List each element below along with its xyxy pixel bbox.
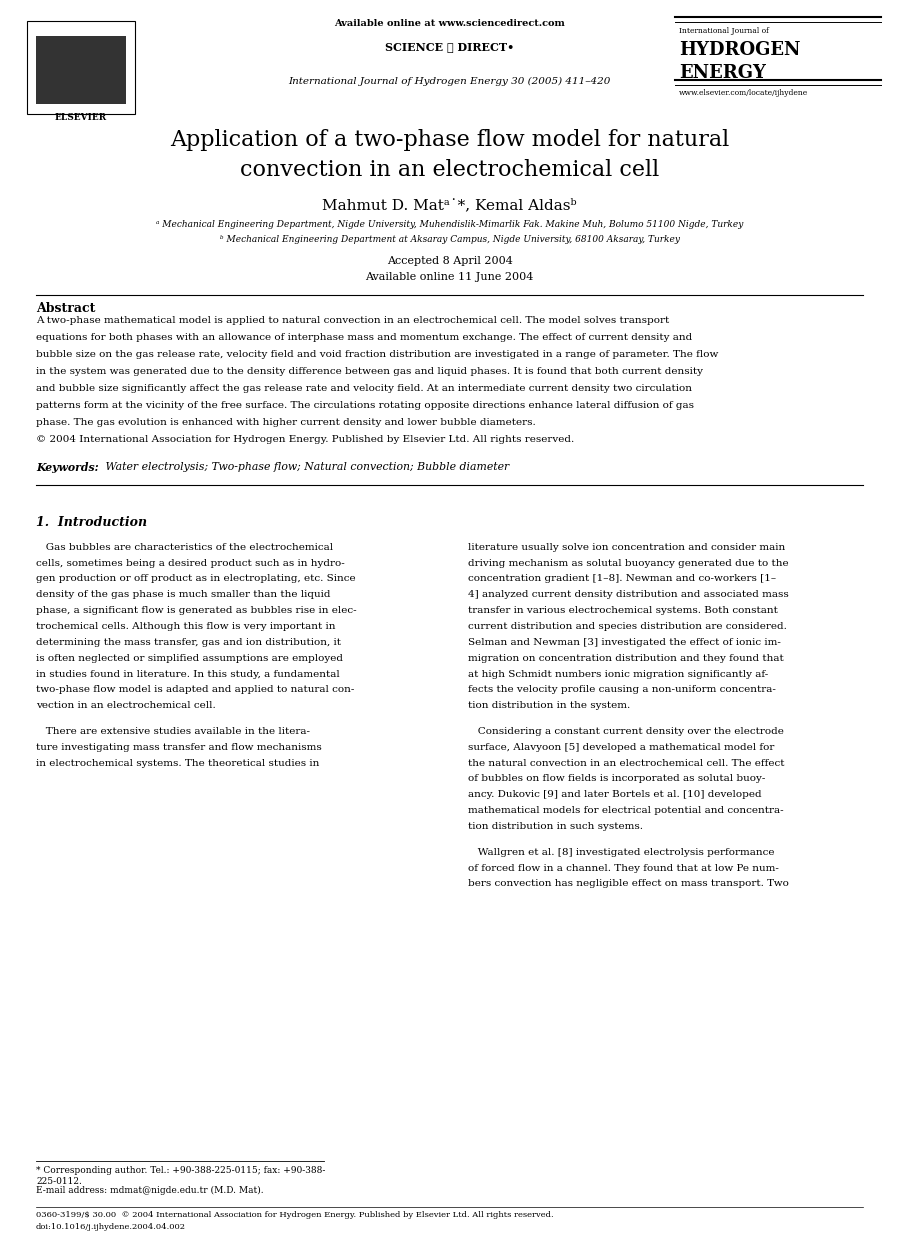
Text: © 2004 International Association for Hydrogen Energy. Published by Elsevier Ltd.: © 2004 International Association for Hyd… <box>36 436 574 444</box>
Text: tion distribution in the system.: tion distribution in the system. <box>468 701 630 711</box>
Text: literature usually solve ion concentration and consider main: literature usually solve ion concentrati… <box>468 542 785 552</box>
Text: Gas bubbles are characteristics of the electrochemical: Gas bubbles are characteristics of the e… <box>36 542 333 552</box>
Text: bubble size on the gas release rate, velocity field and void fraction distributi: bubble size on the gas release rate, vel… <box>36 350 718 359</box>
Text: ture investigating mass transfer and flow mechanisms: ture investigating mass transfer and flo… <box>36 743 322 751</box>
FancyBboxPatch shape <box>36 36 126 104</box>
Text: transfer in various electrochemical systems. Both constant: transfer in various electrochemical syst… <box>468 607 777 615</box>
Text: 1.  Introduction: 1. Introduction <box>36 515 147 529</box>
Text: Available online at www.sciencedirect.com: Available online at www.sciencedirect.co… <box>335 19 565 27</box>
Text: ᵃ Mechanical Engineering Department, Nigde University, Muhendislik-Mimarlik Fak.: ᵃ Mechanical Engineering Department, Nig… <box>156 220 744 229</box>
Text: two-phase flow model is adapted and applied to natural con-: two-phase flow model is adapted and appl… <box>36 686 355 695</box>
Text: Keywords:: Keywords: <box>36 462 99 473</box>
Text: Mahmut D. Matᵃ˙*, Kemal Aldasᵇ: Mahmut D. Matᵃ˙*, Kemal Aldasᵇ <box>322 198 577 212</box>
Text: driving mechanism as solutal buoyancy generated due to the: driving mechanism as solutal buoyancy ge… <box>468 558 788 567</box>
Text: patterns form at the vicinity of the free surface. The circulations rotating opp: patterns form at the vicinity of the fre… <box>36 401 694 410</box>
Text: * Corresponding author. Tel.: +90-388-225-0115; fax: +90-388-
225-0112.: * Corresponding author. Tel.: +90-388-22… <box>36 1166 326 1186</box>
Text: is often neglected or simplified assumptions are employed: is often neglected or simplified assumpt… <box>36 654 343 662</box>
Text: ELSEVIER: ELSEVIER <box>55 113 107 121</box>
Text: ancy. Dukovic [9] and later Bortels et al. [10] developed: ancy. Dukovic [9] and later Bortels et a… <box>468 790 761 800</box>
Text: International Journal of: International Journal of <box>679 27 769 35</box>
Text: Abstract: Abstract <box>36 302 95 316</box>
Text: Considering a constant current density over the electrode: Considering a constant current density o… <box>468 727 784 735</box>
Text: in studies found in literature. In this study, a fundamental: in studies found in literature. In this … <box>36 670 340 678</box>
Text: phase, a significant flow is generated as bubbles rise in elec-: phase, a significant flow is generated a… <box>36 607 356 615</box>
Text: trochemical cells. Although this flow is very important in: trochemical cells. Although this flow is… <box>36 621 336 631</box>
Text: Accepted 8 April 2004: Accepted 8 April 2004 <box>386 256 512 266</box>
Text: of bubbles on flow fields is incorporated as solutal buoy-: of bubbles on flow fields is incorporate… <box>468 775 766 784</box>
Text: phase. The gas evolution is enhanced with higher current density and lower bubbl: phase. The gas evolution is enhanced wit… <box>36 418 536 427</box>
Text: www.elsevier.com/locate/ijhydene: www.elsevier.com/locate/ijhydene <box>679 89 808 97</box>
Text: Water electrolysis; Two-phase flow; Natural convection; Bubble diameter: Water electrolysis; Two-phase flow; Natu… <box>102 462 509 472</box>
Text: concentration gradient [1–8]. Newman and co-workers [1–: concentration gradient [1–8]. Newman and… <box>468 574 775 583</box>
Text: Available online 11 June 2004: Available online 11 June 2004 <box>366 272 534 282</box>
Text: bers convection has negligible effect on mass transport. Two: bers convection has negligible effect on… <box>468 879 788 889</box>
Text: mathematical models for electrical potential and concentra-: mathematical models for electrical poten… <box>468 806 784 815</box>
Text: at high Schmidt numbers ionic migration significantly af-: at high Schmidt numbers ionic migration … <box>468 670 768 678</box>
Text: 0360-3199/$ 30.00  © 2004 International Association for Hydrogen Energy. Publish: 0360-3199/$ 30.00 © 2004 International A… <box>36 1211 553 1218</box>
Text: current distribution and species distribution are considered.: current distribution and species distrib… <box>468 621 786 631</box>
Text: equations for both phases with an allowance of interphase mass and momentum exch: equations for both phases with an allowa… <box>36 333 692 342</box>
Text: Wallgren et al. [8] investigated electrolysis performance: Wallgren et al. [8] investigated electro… <box>468 848 775 857</box>
Text: surface, Alavyoon [5] developed a mathematical model for: surface, Alavyoon [5] developed a mathem… <box>468 743 774 751</box>
Text: the natural convection in an electrochemical cell. The effect: the natural convection in an electrochem… <box>468 759 785 768</box>
Text: ENERGY: ENERGY <box>679 64 766 83</box>
Text: ᵇ Mechanical Engineering Department at Aksaray Campus, Nigde University, 68100 A: ᵇ Mechanical Engineering Department at A… <box>219 235 679 244</box>
Text: A two-phase mathematical model is applied to natural convection in an electroche: A two-phase mathematical model is applie… <box>36 316 669 324</box>
Text: cells, sometimes being a desired product such as in hydro-: cells, sometimes being a desired product… <box>36 558 345 567</box>
Text: SCIENCE ⓓ DIRECT•: SCIENCE ⓓ DIRECT• <box>385 41 514 52</box>
Text: HYDROGEN: HYDROGEN <box>679 41 801 59</box>
Text: E-mail address: mdmat@nigde.edu.tr (M.D. Mat).: E-mail address: mdmat@nigde.edu.tr (M.D.… <box>36 1186 264 1195</box>
Text: migration on concentration distribution and they found that: migration on concentration distribution … <box>468 654 784 662</box>
Text: Application of a two-phase flow model for natural
convection in an electrochemic: Application of a two-phase flow model fo… <box>171 129 729 181</box>
Text: vection in an electrochemical cell.: vection in an electrochemical cell. <box>36 701 216 711</box>
Text: gen production or off product as in electroplating, etc. Since: gen production or off product as in elec… <box>36 574 356 583</box>
Text: of forced flow in a channel. They found that at low Pe num-: of forced flow in a channel. They found … <box>468 864 778 873</box>
Text: There are extensive studies available in the litera-: There are extensive studies available in… <box>36 727 310 735</box>
Text: in the system was generated due to the density difference between gas and liquid: in the system was generated due to the d… <box>36 366 703 376</box>
Text: Selman and Newman [3] investigated the effect of ionic im-: Selman and Newman [3] investigated the e… <box>468 638 781 646</box>
Text: in electrochemical systems. The theoretical studies in: in electrochemical systems. The theoreti… <box>36 759 319 768</box>
Text: fects the velocity profile causing a non-uniform concentra-: fects the velocity profile causing a non… <box>468 686 775 695</box>
Text: and bubble size significantly affect the gas release rate and velocity field. At: and bubble size significantly affect the… <box>36 384 692 392</box>
Text: doi:10.1016/j.ijhydene.2004.04.002: doi:10.1016/j.ijhydene.2004.04.002 <box>36 1223 186 1231</box>
Text: International Journal of Hydrogen Energy 30 (2005) 411–420: International Journal of Hydrogen Energy… <box>288 77 611 85</box>
Text: 4] analyzed current density distribution and associated mass: 4] analyzed current density distribution… <box>468 591 788 599</box>
Text: density of the gas phase is much smaller than the liquid: density of the gas phase is much smaller… <box>36 591 330 599</box>
FancyBboxPatch shape <box>27 21 135 114</box>
Text: tion distribution in such systems.: tion distribution in such systems. <box>468 822 643 831</box>
Text: determining the mass transfer, gas and ion distribution, it: determining the mass transfer, gas and i… <box>36 638 341 646</box>
